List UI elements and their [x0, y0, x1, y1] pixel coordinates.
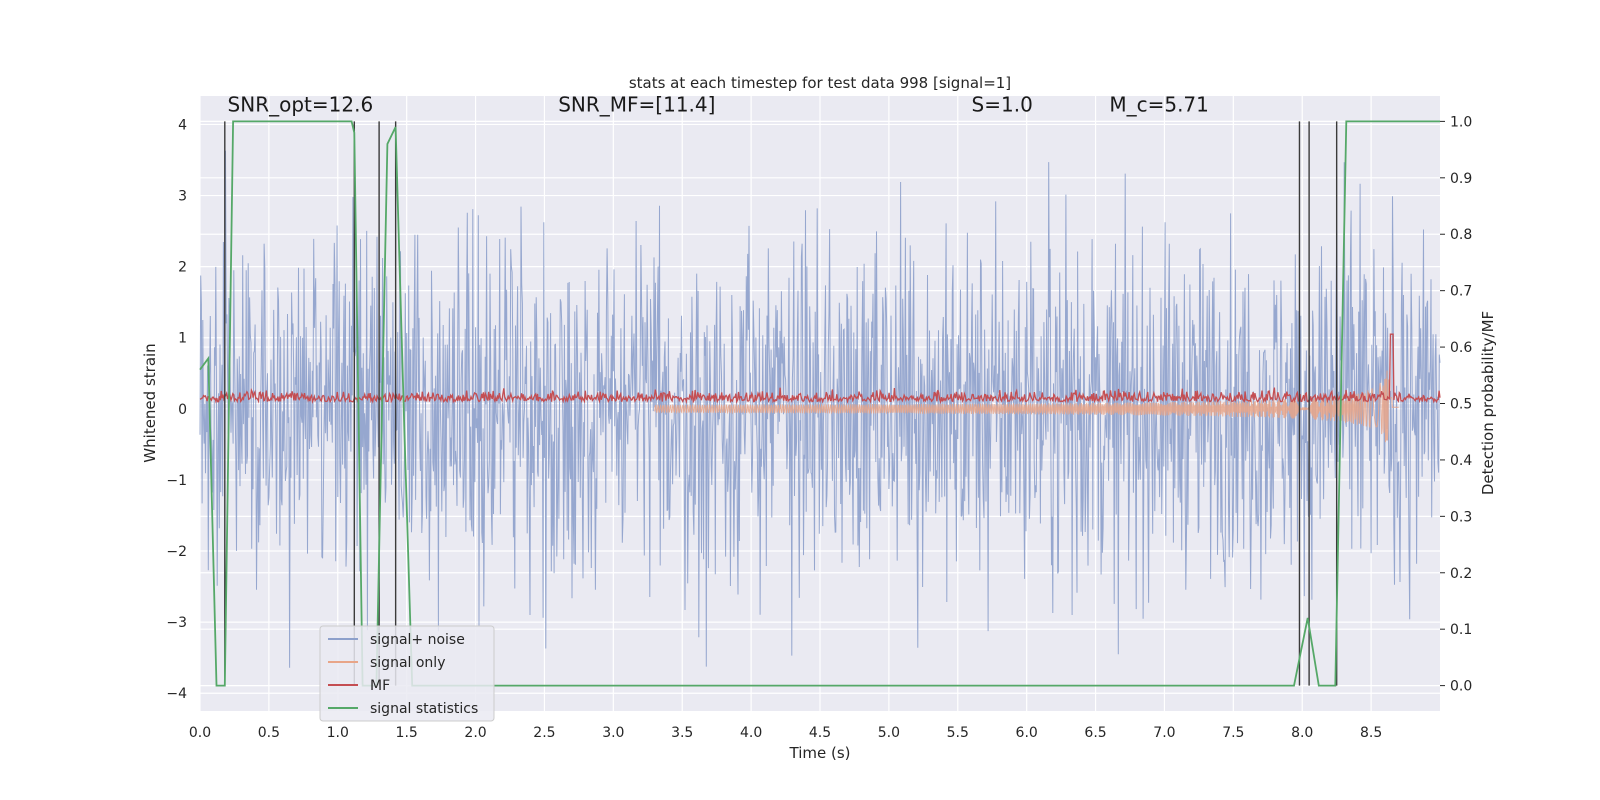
y-left-tick--1: −1	[166, 473, 187, 489]
y-right-tick-0.7: 0.7	[1450, 284, 1472, 300]
signal-statistics-layer	[199, 120, 1440, 687]
x-tick-7.0: 7.0	[1153, 725, 1175, 741]
y-left-tick--4: −4	[166, 686, 187, 702]
x-tick-1.0: 1.0	[327, 725, 349, 741]
y-right-tick-0.4: 0.4	[1450, 453, 1472, 469]
x-axis-label: Time (s)	[789, 744, 851, 762]
legend-box	[319, 625, 495, 722]
annotation-3: M_c=5.71	[1109, 92, 1209, 116]
y-right-tick-0.2: 0.2	[1450, 566, 1472, 582]
x-tick-2.0: 2.0	[464, 725, 486, 741]
y-axis-right-ticks: 0.0 0.1 0.2 0.3 0.4 0.5 0.6 0.7 0.8 0.9 1.0	[1440, 114, 1472, 695]
x-tick-7.5: 7.5	[1222, 725, 1244, 741]
x-tick-4.5: 4.5	[809, 725, 831, 741]
x-tick-8.5: 8.5	[1360, 725, 1382, 741]
series-signal-only	[654, 370, 1399, 443]
y-right-tick-0.8: 0.8	[1450, 227, 1472, 243]
legend-label-signal-noise: signal+ noise	[370, 632, 465, 648]
y-left-tick-4: 4	[178, 117, 187, 133]
x-tick-6.0: 6.0	[1016, 725, 1038, 741]
annotation-0: SNR_opt=12.6	[228, 92, 374, 116]
series-layer	[199, 150, 1441, 668]
series-mf	[199, 333, 1441, 405]
annotation-2: S=1.0	[972, 92, 1033, 116]
x-tick-6.5: 6.5	[1084, 725, 1106, 741]
x-tick-5.5: 5.5	[947, 725, 969, 741]
y-left-tick-1: 1	[178, 331, 187, 347]
x-tick-8.0: 8.0	[1291, 725, 1313, 741]
legend-label-signal-statistics: signal statistics	[370, 701, 478, 717]
annotations: SNR_opt=12.6 SNR_MF=[11.4] S=1.0 M_c=5.71	[228, 92, 1209, 116]
y-axis-right-label: Detection probability/MF	[1479, 311, 1497, 495]
x-tick-3.0: 3.0	[602, 725, 624, 741]
y-right-tick-0.1: 0.1	[1450, 622, 1472, 638]
y-left-tick--2: −2	[166, 544, 187, 560]
y-left-tick-2: 2	[178, 260, 187, 276]
annotation-1: SNR_MF=[11.4]	[558, 92, 715, 116]
legend: signal+ noise signal only MF signal stat…	[319, 625, 495, 722]
y-left-tick-0: 0	[178, 402, 187, 418]
x-tick-2.5: 2.5	[533, 725, 555, 741]
y-right-tick-1.0: 1.0	[1450, 114, 1472, 130]
x-tick-5.0: 5.0	[878, 725, 900, 741]
x-axis-ticks: 0.0 0.5 1.0 1.5 2.0 2.5 3.0 3.5 4.0 4.5 5.0 5.5 6.0 6…	[189, 725, 1382, 741]
series-signal-statistics	[199, 120, 1440, 687]
y-axis-left-ticks: −4 −3 −2 −1 0 1 2 3 4	[166, 117, 187, 702]
y-right-tick-0.9: 0.9	[1450, 171, 1472, 187]
y-left-tick-3: 3	[178, 189, 187, 205]
x-tick-1.5: 1.5	[396, 725, 418, 741]
y-right-tick-0.5: 0.5	[1450, 397, 1472, 413]
legend-label-mf: MF	[370, 678, 390, 694]
legend-label-signal-only: signal only	[370, 655, 445, 671]
x-tick-0.0: 0.0	[189, 725, 211, 741]
x-tick-4.0: 4.0	[740, 725, 762, 741]
x-tick-0.5: 0.5	[258, 725, 280, 741]
x-tick-3.5: 3.5	[671, 725, 693, 741]
y-right-tick-0.3: 0.3	[1450, 509, 1472, 525]
y-right-tick-0.0: 0.0	[1450, 679, 1472, 695]
chart-title: stats at each timestep for test data 998…	[629, 74, 1011, 92]
y-left-tick--3: −3	[166, 615, 187, 631]
series-signal-noise	[199, 150, 1441, 668]
y-axis-left-label: Whitened strain	[141, 343, 159, 462]
y-right-tick-0.6: 0.6	[1450, 340, 1472, 356]
